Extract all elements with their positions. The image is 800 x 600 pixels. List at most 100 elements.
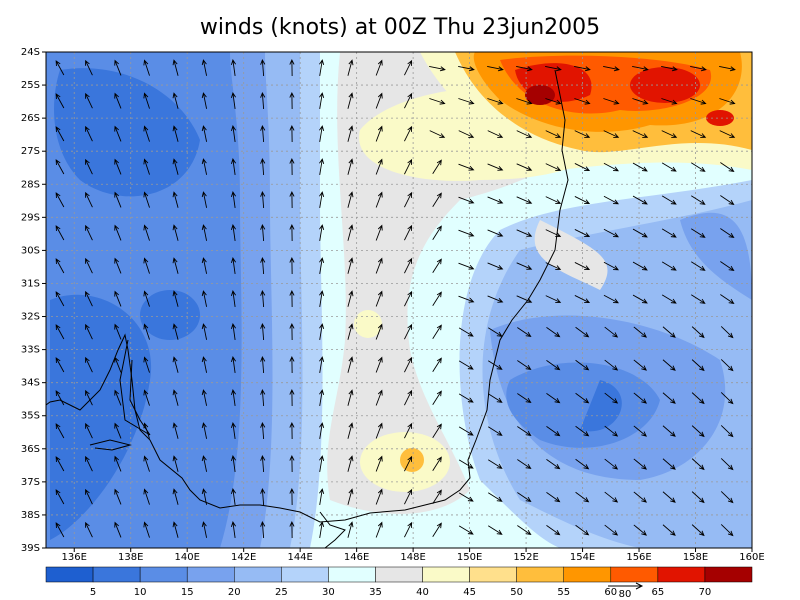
wind-arrow — [85, 191, 93, 208]
plot-frame — [45, 51, 753, 549]
wind-arrow — [375, 389, 383, 406]
wind-arrow — [201, 158, 208, 175]
wind-arrow — [662, 524, 676, 536]
wind-arrow — [114, 389, 122, 406]
colorbar-box — [92, 566, 141, 583]
wind-arrow — [487, 360, 503, 370]
wind-arrow — [347, 158, 354, 175]
wind-arrow — [432, 522, 442, 537]
wind-arrow — [487, 426, 503, 436]
lon-label: 156E — [626, 552, 651, 563]
wind-arrow — [85, 59, 93, 76]
wind-arrow — [143, 59, 150, 76]
wind-arrow — [603, 98, 620, 105]
wind-arrow — [114, 356, 122, 373]
wind-arrow — [230, 125, 237, 142]
wind-arrow — [545, 196, 562, 204]
wind-arrow — [347, 521, 354, 538]
wind-arrow — [604, 458, 619, 470]
wind-arrow — [55, 258, 65, 274]
wind-field — [46, 52, 752, 548]
wind-arrow — [319, 92, 325, 109]
wind-arrow — [633, 524, 647, 536]
wind-arrow — [633, 425, 647, 437]
reference-arrow-head — [635, 582, 644, 590]
lat-label: 33S — [21, 345, 40, 356]
wind-arrow — [545, 295, 562, 303]
wind-arrow — [260, 487, 266, 506]
wind-arrow — [516, 130, 533, 138]
colorbar-box — [516, 566, 564, 583]
wind-arrow — [661, 261, 677, 271]
wind-arrow — [574, 229, 591, 238]
wind-arrow — [230, 323, 237, 340]
wind-arrow — [319, 191, 325, 208]
wind-arrow — [404, 158, 413, 175]
wind-arrow — [201, 323, 208, 340]
wind-arrow — [487, 295, 504, 303]
wind-arrow — [404, 224, 413, 241]
wind-arrow — [347, 59, 354, 76]
colorbar-box — [610, 566, 659, 583]
wind-arrow — [172, 455, 179, 472]
wind-arrow — [347, 323, 354, 340]
wind-arrow — [319, 323, 325, 340]
wind-arrow — [85, 323, 93, 340]
wind-arrow — [85, 389, 93, 406]
wind-arrow — [458, 262, 475, 270]
wind-arrow — [691, 162, 706, 172]
wind-arrow — [143, 158, 150, 175]
wind-arrow — [720, 392, 734, 405]
wind-arrow — [604, 491, 619, 503]
wind-arrow — [575, 425, 590, 437]
wind-arrow — [546, 459, 561, 470]
wind-arrow — [319, 125, 325, 142]
wind-arrow — [458, 295, 475, 303]
wind-arrow — [690, 130, 707, 138]
wind-arrow — [404, 488, 413, 505]
wind-arrow — [603, 130, 620, 138]
lon-label: 152E — [513, 552, 538, 563]
wind-arrow — [691, 228, 706, 238]
wind-arrow — [85, 455, 93, 472]
wind-arrow — [458, 459, 474, 469]
lon-label: 140E — [174, 552, 199, 563]
wind-arrow — [289, 124, 295, 143]
wind-arrow — [172, 158, 179, 175]
wind-arrow — [432, 357, 442, 372]
wind-arrow — [633, 359, 647, 371]
wind-arrow — [260, 454, 266, 473]
wind-arrow — [632, 65, 649, 72]
wind-arrow — [375, 191, 383, 208]
wind-arrow — [546, 492, 561, 503]
wind-arrow — [201, 521, 208, 538]
wind-arrow — [289, 256, 295, 275]
wind-arrow — [114, 422, 122, 439]
wind-arrow — [85, 158, 93, 175]
wind-arrow — [691, 326, 705, 339]
wind-arrow — [172, 356, 179, 373]
wind-arrow — [375, 323, 383, 340]
wind-arrow — [347, 389, 354, 406]
colorbar-label: 30 — [322, 587, 335, 598]
wind-arrow — [404, 92, 413, 109]
wind-arrow — [289, 190, 295, 209]
wind-arrow — [347, 191, 354, 208]
wind-arrow — [289, 388, 295, 407]
wind-arrow — [201, 92, 208, 109]
wind-arrow — [661, 294, 677, 304]
wind-arrow — [55, 60, 65, 76]
wind-arrow — [603, 261, 619, 271]
colorbar-label: 40 — [416, 587, 429, 598]
wind-arrow — [85, 290, 93, 307]
wind-arrow — [517, 360, 532, 371]
wind-arrow — [661, 162, 677, 172]
wind-arrow — [662, 491, 676, 503]
wind-arrow — [260, 91, 266, 110]
wind-arrow — [319, 158, 325, 175]
wind-arrow — [289, 520, 295, 539]
wind-arrow — [230, 356, 237, 373]
wind-arrow — [143, 257, 150, 274]
wind-arrow — [432, 324, 442, 339]
wind-arrow — [404, 521, 413, 538]
